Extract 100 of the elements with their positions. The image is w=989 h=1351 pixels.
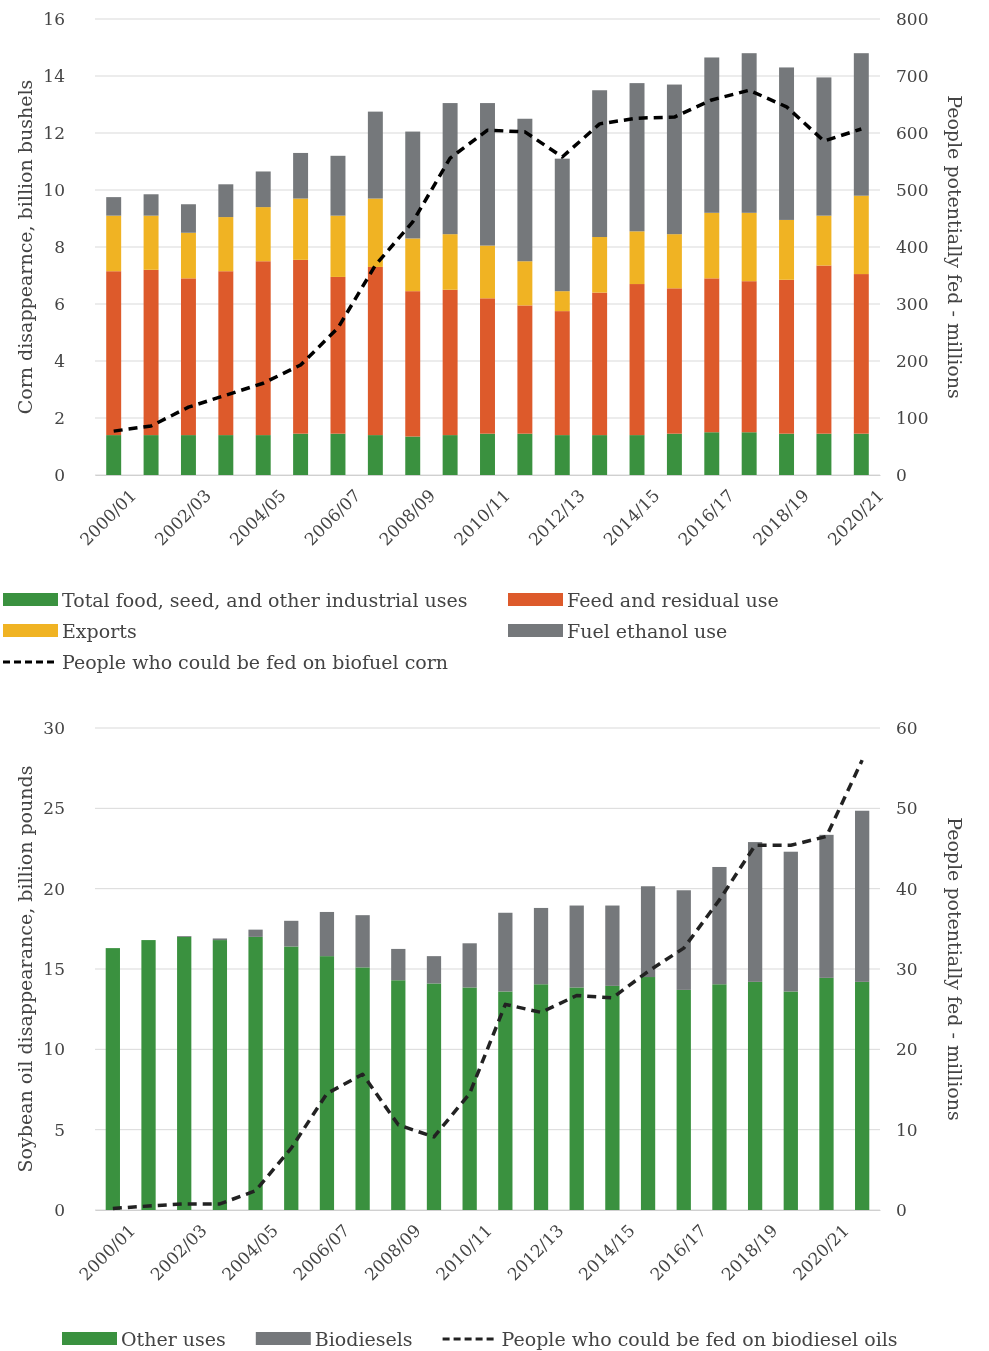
line-series xyxy=(111,88,864,433)
legend-label: Fuel ethanol use xyxy=(567,620,728,642)
y-tick-label: 12 xyxy=(43,122,65,143)
bar xyxy=(498,912,513,992)
bar xyxy=(666,433,682,475)
bar xyxy=(779,279,795,434)
bar xyxy=(747,842,763,982)
bar xyxy=(819,834,834,978)
bar xyxy=(462,943,477,988)
bar xyxy=(605,985,620,1210)
bar xyxy=(426,983,442,1210)
bar xyxy=(517,118,533,262)
bar xyxy=(180,204,196,233)
y-tick-label: 6 xyxy=(54,293,65,314)
bar xyxy=(783,991,798,1210)
bar xyxy=(255,207,271,262)
bar xyxy=(177,936,192,1210)
bar xyxy=(554,291,570,312)
bar xyxy=(676,989,691,1210)
bar xyxy=(480,103,495,246)
bar xyxy=(741,432,757,475)
legend-label: Total food, seed, and other industrial uses xyxy=(62,589,468,611)
legend-label: Exports xyxy=(62,620,137,642)
bar xyxy=(554,435,570,475)
line-series xyxy=(111,758,864,1211)
bar xyxy=(853,53,869,196)
bar xyxy=(704,278,720,433)
bar xyxy=(405,291,421,437)
y2-tick-label: 300 xyxy=(896,293,929,314)
bar xyxy=(462,987,477,1210)
bar xyxy=(143,435,159,475)
bar xyxy=(592,90,608,238)
y-tick-label: 15 xyxy=(43,958,65,979)
y2-tick-label: 30 xyxy=(896,958,918,979)
bar xyxy=(106,435,122,475)
bar xyxy=(666,288,682,434)
bar xyxy=(106,271,122,436)
bar xyxy=(442,234,458,290)
bar xyxy=(330,276,346,434)
bar xyxy=(779,67,795,220)
y-axis-title: Corn disappearnce, billion bushels xyxy=(14,79,36,415)
bar xyxy=(442,435,458,475)
bar xyxy=(367,198,383,267)
bar xyxy=(143,269,159,436)
bar xyxy=(330,155,346,216)
bar xyxy=(319,911,335,957)
bar xyxy=(141,940,156,1210)
y2-tick-label: 0 xyxy=(896,464,907,485)
y2-tick-label: 0 xyxy=(896,1199,907,1220)
y-tick-label: 30 xyxy=(43,717,65,738)
y-tick-label: 8 xyxy=(54,236,65,257)
bar xyxy=(816,433,832,475)
bar xyxy=(367,435,383,475)
y2-axis-title: People potentially fed - millions xyxy=(944,95,966,399)
bar xyxy=(426,956,442,984)
y2-axis-title: People potentially fed - millions xyxy=(944,817,966,1121)
bar xyxy=(143,194,159,216)
y-tick-label: 10 xyxy=(43,179,65,200)
bar xyxy=(741,53,757,213)
bar xyxy=(106,197,122,216)
bar xyxy=(629,83,645,232)
bar xyxy=(779,219,795,280)
bar xyxy=(218,217,234,272)
bar xyxy=(676,890,691,990)
bar xyxy=(640,977,656,1210)
y-tick-label: 20 xyxy=(43,878,65,899)
bar xyxy=(330,433,346,475)
bar xyxy=(517,305,533,434)
bar xyxy=(106,215,122,272)
bar xyxy=(293,259,309,434)
bar xyxy=(255,171,271,208)
bar xyxy=(779,433,795,475)
bar xyxy=(592,435,608,475)
bar xyxy=(293,433,309,475)
bar xyxy=(284,920,299,947)
bar xyxy=(747,981,763,1210)
bar xyxy=(517,433,533,475)
bar xyxy=(666,84,682,235)
bar xyxy=(405,238,421,292)
bar xyxy=(629,435,645,475)
bar xyxy=(704,57,720,213)
bar xyxy=(629,284,645,436)
bar xyxy=(218,184,234,218)
bar xyxy=(293,152,309,199)
bar xyxy=(330,215,346,277)
legend-label: Biodiesels xyxy=(314,1328,413,1350)
bar xyxy=(816,265,832,434)
bar xyxy=(218,271,234,436)
bar xyxy=(480,298,495,434)
bar xyxy=(180,278,196,436)
y-tick-label: 16 xyxy=(43,8,65,29)
bar xyxy=(569,987,584,1210)
y-axis-title: Soybean oil disappearance, billion pounds xyxy=(14,765,36,1173)
bar xyxy=(554,158,570,292)
bar xyxy=(248,936,263,1210)
bar xyxy=(819,977,834,1210)
bar xyxy=(554,311,570,436)
y-tick-label: 25 xyxy=(43,798,65,819)
bar xyxy=(640,886,656,978)
bar xyxy=(212,940,228,1210)
